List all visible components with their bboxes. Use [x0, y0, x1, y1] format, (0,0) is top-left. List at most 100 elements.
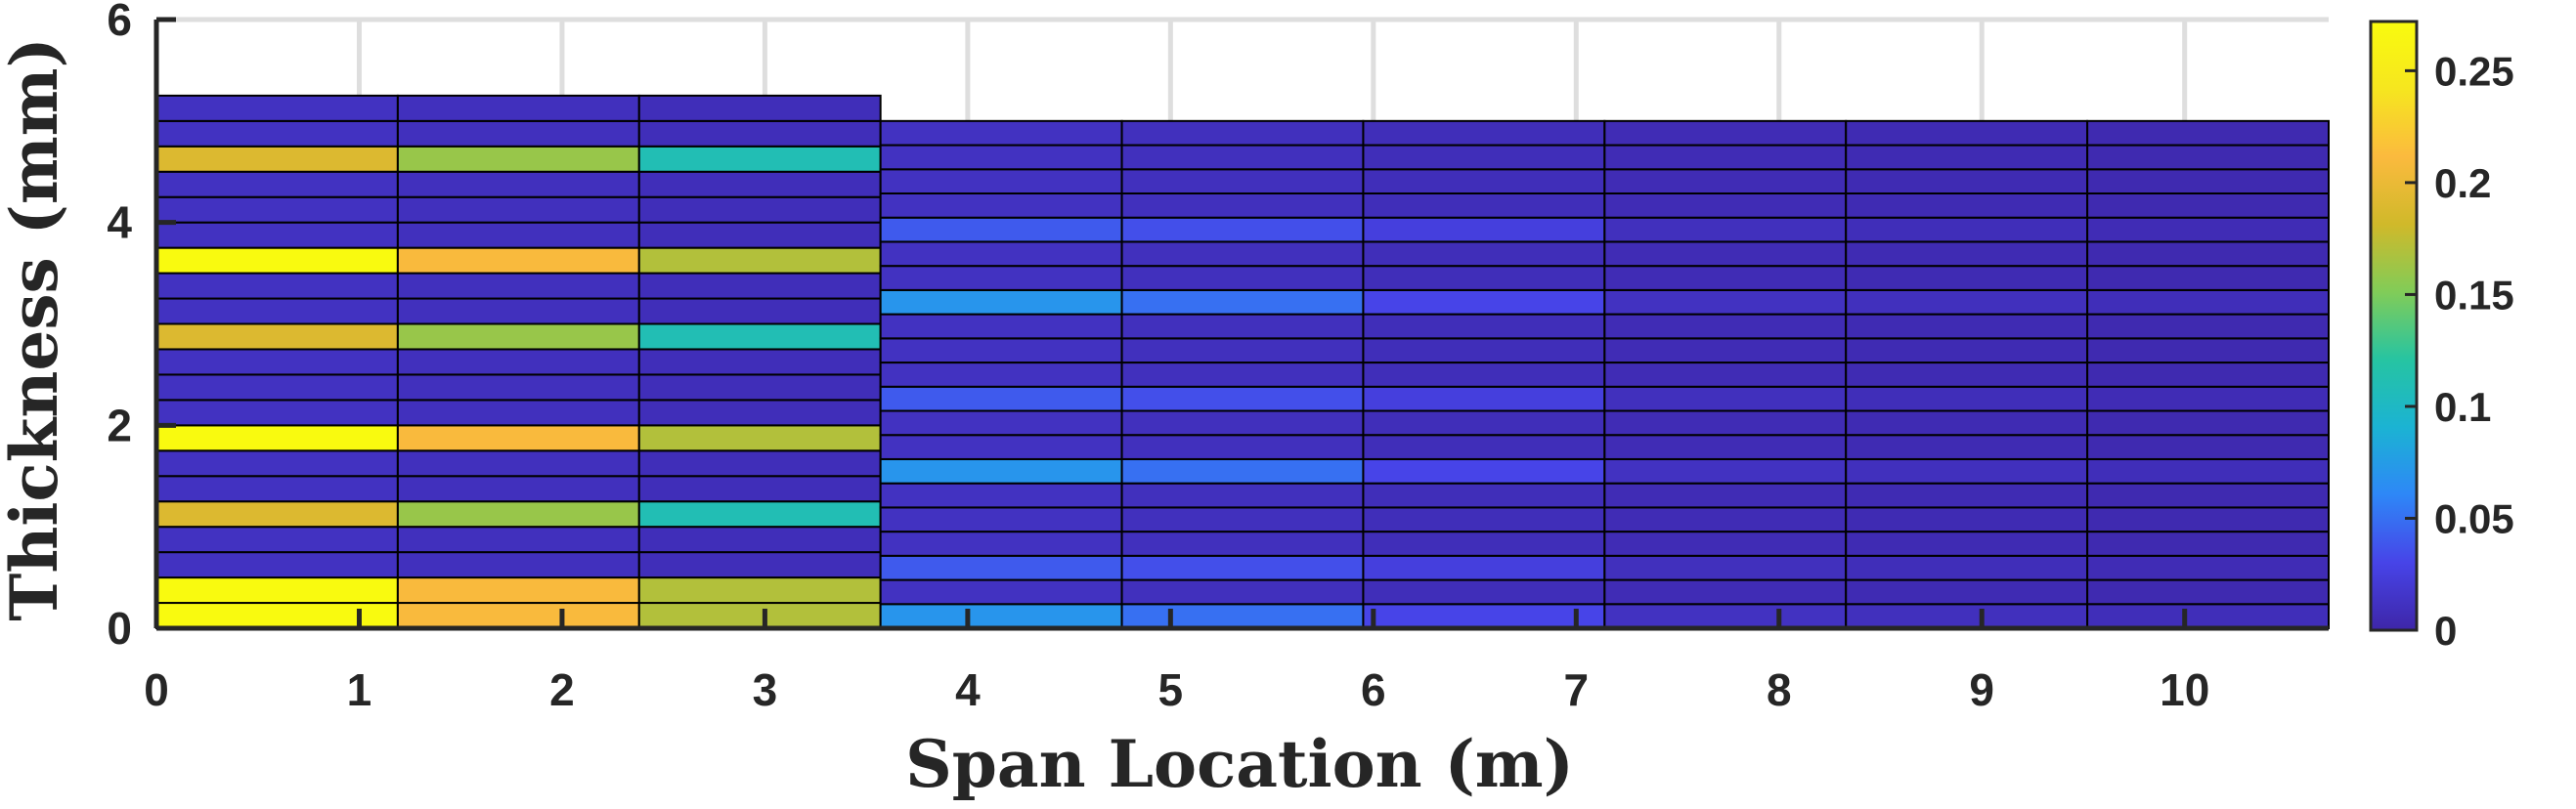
heatmap-cell [879, 385, 1123, 412]
heatmap-cell [637, 119, 882, 148]
heatmap-cell [2086, 119, 2330, 147]
colorbar-tick-label: 0.05 [2434, 495, 2514, 541]
heatmap-cell [637, 272, 882, 300]
heatmap-cell [396, 145, 640, 173]
heatmap-cell [1362, 506, 1606, 533]
heatmap-cell [1603, 313, 1848, 340]
heatmap-cell [1362, 578, 1606, 606]
heatmap-cell [637, 322, 882, 351]
colorbar-tick-label: 0 [2434, 608, 2457, 654]
heatmap-cell [1120, 192, 1365, 219]
heatmap-cell [879, 313, 1123, 340]
heatmap-cell [1120, 603, 1365, 629]
heatmap-cell [396, 526, 640, 554]
heatmap-cell [1845, 531, 2089, 557]
heatmap-cell [155, 449, 399, 478]
colorbar-tick-label: 0.1 [2434, 384, 2491, 430]
colorbar: 0 0.05 0.1 0.15 0.2 0.25 [2369, 20, 2514, 654]
heatmap-cell [1120, 457, 1365, 485]
heatmap-cell [879, 265, 1123, 291]
heatmap-cell [155, 373, 399, 402]
heatmap-cell [396, 272, 640, 300]
heatmap-cell [155, 399, 399, 427]
heatmap-cell [1603, 554, 1848, 581]
heatmap-cell [155, 297, 399, 325]
heatmap-cell [2086, 434, 2330, 460]
heatmap-cell [1120, 409, 1365, 437]
heatmap-cell [1120, 554, 1365, 581]
heatmap-cell [396, 246, 640, 275]
heatmap-cell [155, 576, 399, 605]
heatmap-cell [2086, 457, 2330, 485]
heatmap-cell [1362, 531, 1606, 557]
heatmap-cell [2086, 578, 2330, 606]
heatmap-cell [396, 500, 640, 529]
heatmap-cell [2086, 482, 2330, 509]
heatmap-cell [396, 94, 640, 122]
heatmap-cell [1603, 603, 1848, 629]
heatmap-cell [1845, 265, 2089, 291]
heatmap-cell [1362, 482, 1606, 509]
heatmap-cell [1603, 506, 1848, 533]
heatmap-cell [396, 348, 640, 376]
heatmap-cell [1603, 482, 1848, 509]
heatmap-cell [2086, 265, 2330, 291]
heatmap-cell [1120, 578, 1365, 606]
heatmap-cell [2086, 240, 2330, 268]
heatmap-cell [2086, 603, 2330, 629]
heatmap-cell [1845, 192, 2089, 219]
heatmap-cell [2086, 337, 2330, 364]
heatmap-cell [155, 221, 399, 249]
heatmap-cell [1845, 362, 2089, 388]
heatmap-cell [1603, 409, 1848, 437]
heatmap-cell [1845, 482, 2089, 509]
heatmap-cell [396, 602, 640, 630]
x-tick-label: 8 [1767, 664, 1792, 715]
x-tick-labels: 0 1 2 3 4 5 6 7 8 9 10 [144, 664, 2209, 715]
heatmap-cell [1603, 192, 1848, 219]
heatmap-cell [2086, 362, 2330, 388]
heatmap-cell [1120, 313, 1365, 340]
heatmap-cell [396, 399, 640, 427]
heatmap-cell [879, 144, 1123, 171]
heatmap-cell [879, 240, 1123, 268]
heatmap-cell [1845, 409, 2089, 437]
heatmap-cell [396, 373, 640, 402]
heatmap-cell [879, 506, 1123, 533]
heatmap-cell [879, 168, 1123, 194]
heatmap-cell [1362, 216, 1606, 243]
heatmap-cell [155, 551, 399, 579]
heatmap-cell [155, 246, 399, 275]
x-tick-label: 7 [1563, 664, 1589, 715]
heatmap-cell [1120, 144, 1365, 171]
heatmap-cell [637, 297, 882, 325]
heatmap-cell [396, 170, 640, 198]
heatmap-cell [879, 554, 1123, 581]
heatmap-cell [1362, 144, 1606, 171]
x-tick-label: 6 [1361, 664, 1386, 715]
heatmap-cell [396, 195, 640, 224]
heatmap-cell [637, 170, 882, 198]
heatmap-cell [2086, 216, 2330, 243]
heatmap-cell [1362, 168, 1606, 194]
colorbar-tick-label: 0.2 [2434, 160, 2491, 206]
heatmap-cell [1362, 119, 1606, 147]
heatmap-cell [879, 362, 1123, 388]
heatmap-cell [637, 348, 882, 376]
x-tick-label: 9 [1969, 664, 1994, 715]
heatmap-cell [637, 475, 882, 503]
heatmap-cell [2086, 554, 2330, 581]
heatmap-cell [879, 578, 1123, 606]
heatmap-cell [1603, 288, 1848, 316]
heatmap-cell [2086, 288, 2330, 316]
heatmap-cell [1845, 506, 2089, 533]
heatmap-cell [1120, 265, 1365, 291]
heatmap-cell [1845, 337, 2089, 364]
heatmap-cell [1845, 288, 2089, 316]
heatmap-cell [155, 526, 399, 554]
heatmap-cell [2086, 531, 2330, 557]
heatmap-cells [155, 94, 2330, 630]
heatmap-cell [1845, 313, 2089, 340]
heatmap-cell [637, 500, 882, 529]
heatmap-cell [1603, 144, 1848, 171]
